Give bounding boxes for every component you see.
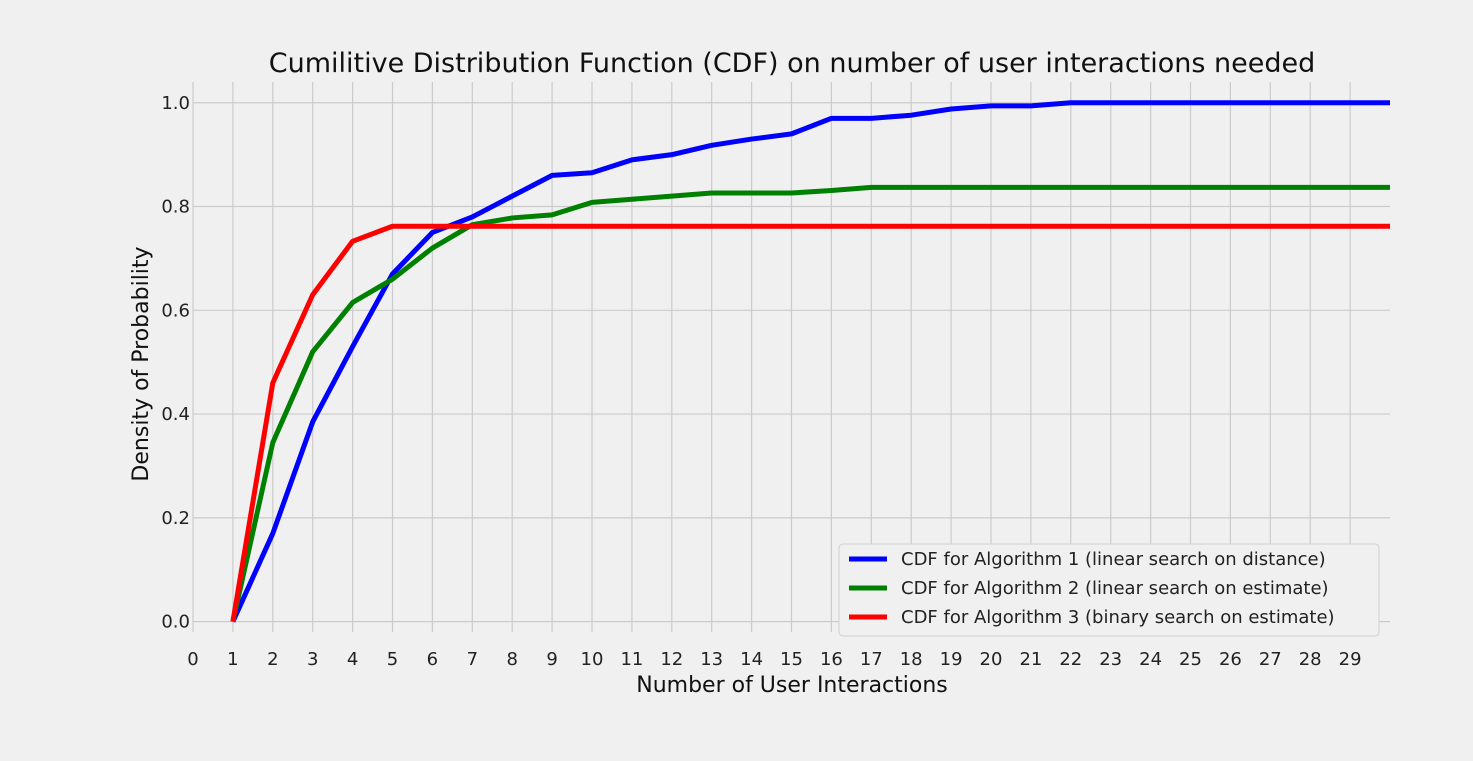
y-tick-label: 0.4: [161, 404, 190, 425]
y-tick-label: 1.0: [161, 93, 190, 114]
x-tick-label: 21: [1019, 649, 1042, 670]
x-tick-label: 6: [427, 649, 438, 670]
x-axis-label: Number of User Interactions: [636, 673, 948, 698]
x-tick-label: 2: [267, 649, 278, 670]
y-tick-label: 0.2: [161, 508, 190, 529]
x-tick-label: 9: [546, 649, 557, 670]
y-tick-label: 0.0: [161, 612, 190, 633]
x-tick-label: 3: [307, 649, 318, 670]
x-tick-label: 14: [740, 649, 763, 670]
x-tick-label: 17: [860, 649, 883, 670]
series-line-2: [230, 184, 1390, 623]
legend-label-3: CDF for Algorithm 3 (binary search on es…: [901, 607, 1335, 628]
grid: [192, 82, 1390, 632]
y-axis-label: Density of Probability: [129, 246, 154, 481]
x-tick-label: 13: [700, 649, 723, 670]
legend-label-1: CDF for Algorithm 1 (linear search on di…: [901, 549, 1326, 570]
x-tick-label: 12: [660, 649, 683, 670]
y-tick-label: 0.8: [161, 197, 190, 218]
x-tick-label: 5: [387, 649, 398, 670]
x-tick-label: 18: [900, 649, 923, 670]
chart-title: Cumilitive Distribution Function (CDF) o…: [269, 48, 1316, 79]
x-tick-label: 19: [940, 649, 963, 670]
legend: CDF for Algorithm 1 (linear search on di…: [838, 543, 1380, 637]
x-tick-label: 22: [1059, 649, 1082, 670]
x-tick-label: 25: [1179, 649, 1202, 670]
x-tick-label: 28: [1299, 649, 1322, 670]
legend-label-2: CDF for Algorithm 2 (linear search on es…: [901, 578, 1329, 599]
x-tick-label: 4: [347, 649, 358, 670]
series-lines: [230, 100, 1390, 623]
x-tick-label: 26: [1219, 649, 1242, 670]
x-tick-label: 15: [780, 649, 803, 670]
x-tick-label: 20: [980, 649, 1003, 670]
x-tick-label: 7: [467, 649, 478, 670]
tick-labels: 0 1 2 3 4 5 6 7 8 9 10 11 12 13 14 15 16 17 18 19 20 21 22 23 24…: [161, 93, 1361, 670]
x-tick-label: 24: [1139, 649, 1162, 670]
x-tick-label: 16: [820, 649, 843, 670]
x-tick-label: 8: [506, 649, 517, 670]
series-line-3: [230, 223, 1390, 623]
x-tick-label: 10: [581, 649, 604, 670]
x-tick-label: 23: [1099, 649, 1122, 670]
x-tick-label: 27: [1259, 649, 1282, 670]
x-tick-label: 29: [1339, 649, 1362, 670]
series-line-1: [230, 100, 1390, 623]
x-tick-label: 1: [227, 649, 238, 670]
y-tick-label: 0.6: [161, 300, 190, 321]
x-tick-label: 0: [187, 649, 198, 670]
x-tick-label: 11: [620, 649, 643, 670]
legend-box: [838, 543, 1380, 637]
